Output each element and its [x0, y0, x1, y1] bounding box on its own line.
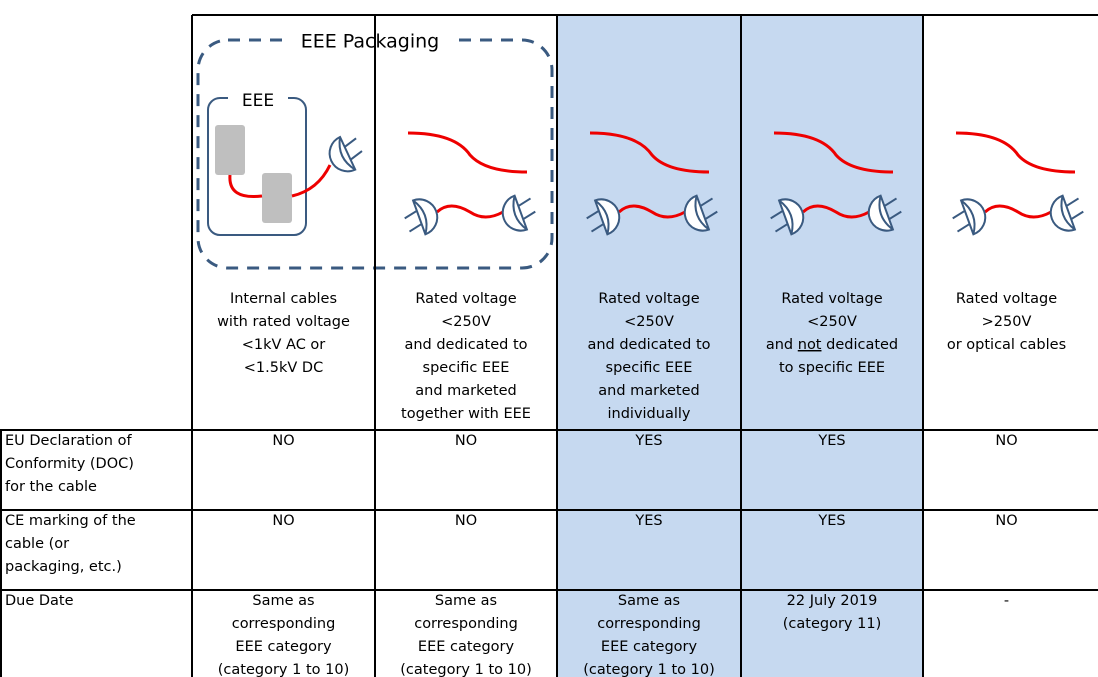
cell-value: EEE category [601, 639, 698, 655]
cell-value: corresponding [414, 616, 518, 632]
column-description: Rated voltage [598, 291, 699, 307]
cell-value: (category 1 to 10) [400, 662, 531, 677]
plug [498, 191, 540, 236]
cell-value: YES [634, 513, 662, 529]
cell-value: corresponding [232, 616, 336, 632]
cable [437, 206, 503, 217]
plug-shape [948, 194, 990, 239]
plug-shape [498, 191, 540, 236]
cell-value: Same as [252, 593, 314, 609]
cell-value: NO [455, 513, 477, 529]
cell-value: YES [817, 513, 845, 529]
cable [408, 133, 527, 172]
cell-value: EEE category [418, 639, 515, 655]
cell-value: YES [634, 433, 662, 449]
column-description: Rated voltage [415, 291, 516, 307]
column-description: <1.5kV DC [244, 360, 323, 376]
cell-value: YES [817, 433, 845, 449]
column-description: Rated voltage [781, 291, 882, 307]
column-description: with rated voltage [217, 314, 350, 330]
cell-value: NO [995, 433, 1017, 449]
plug [1046, 191, 1088, 236]
column-description: <250V [441, 314, 491, 330]
row-label: cable (or [5, 536, 69, 552]
plug [948, 194, 990, 239]
row-label: packaging, etc.) [5, 559, 122, 575]
plug [400, 194, 442, 239]
column-description: >250V [982, 314, 1032, 330]
cell-value: corresponding [597, 616, 701, 632]
column-description: and dedicated to [587, 337, 710, 353]
cell-value: NO [272, 513, 294, 529]
cell-value: (category 1 to 10) [583, 662, 714, 677]
plug-shape [1046, 191, 1088, 236]
text-part: and [766, 337, 798, 353]
column-description: and not dedicated [766, 337, 898, 353]
text-part: not [798, 337, 822, 353]
column-description: Rated voltage [956, 291, 1057, 307]
row-label: Due Date [5, 593, 74, 609]
column-description: and dedicated to [404, 337, 527, 353]
column-description: <250V [624, 314, 674, 330]
column-description: to specific EEE [779, 360, 885, 376]
cell-value: (category 1 to 10) [218, 662, 349, 677]
column-description: <1kV AC or [242, 337, 326, 353]
cell-value: NO [455, 433, 477, 449]
cable-table: EEE Packaging EEE Internal cables with ra… [0, 0, 1098, 677]
column-description: <250V [807, 314, 857, 330]
column-description: and marketed [598, 383, 699, 399]
cell-value: (category 11) [783, 616, 881, 632]
cell-value: 22 July 2019 [787, 593, 878, 609]
cell-value: EEE category [235, 639, 332, 655]
cell-value: NO [995, 513, 1017, 529]
cell-value: Same as [435, 593, 497, 609]
component [215, 125, 245, 175]
column-description: Internal cables [230, 291, 337, 307]
column-description: individually [608, 406, 691, 422]
cell-value: - [1004, 593, 1009, 609]
text-part: dedicated [822, 337, 899, 353]
row-label: for the cable [5, 479, 97, 495]
column-description: together with EEE [401, 406, 531, 422]
column-description: and marketed [415, 383, 516, 399]
row-label: CE marking of the [5, 513, 136, 529]
cell-value: Same as [618, 593, 680, 609]
cable [956, 133, 1075, 172]
column-description: or optical cables [947, 337, 1066, 353]
eee-label: EEE [242, 91, 274, 111]
packaging-label: EEE Packaging [301, 31, 440, 53]
plug-shape [400, 194, 442, 239]
row-label: Conformity (DOC) [5, 456, 134, 472]
cell-value: NO [272, 433, 294, 449]
component [262, 173, 292, 223]
column-description: specific EEE [423, 360, 510, 376]
column-description: specific EEE [606, 360, 693, 376]
row-label: EU Declaration of [5, 433, 132, 449]
cable [985, 206, 1051, 217]
